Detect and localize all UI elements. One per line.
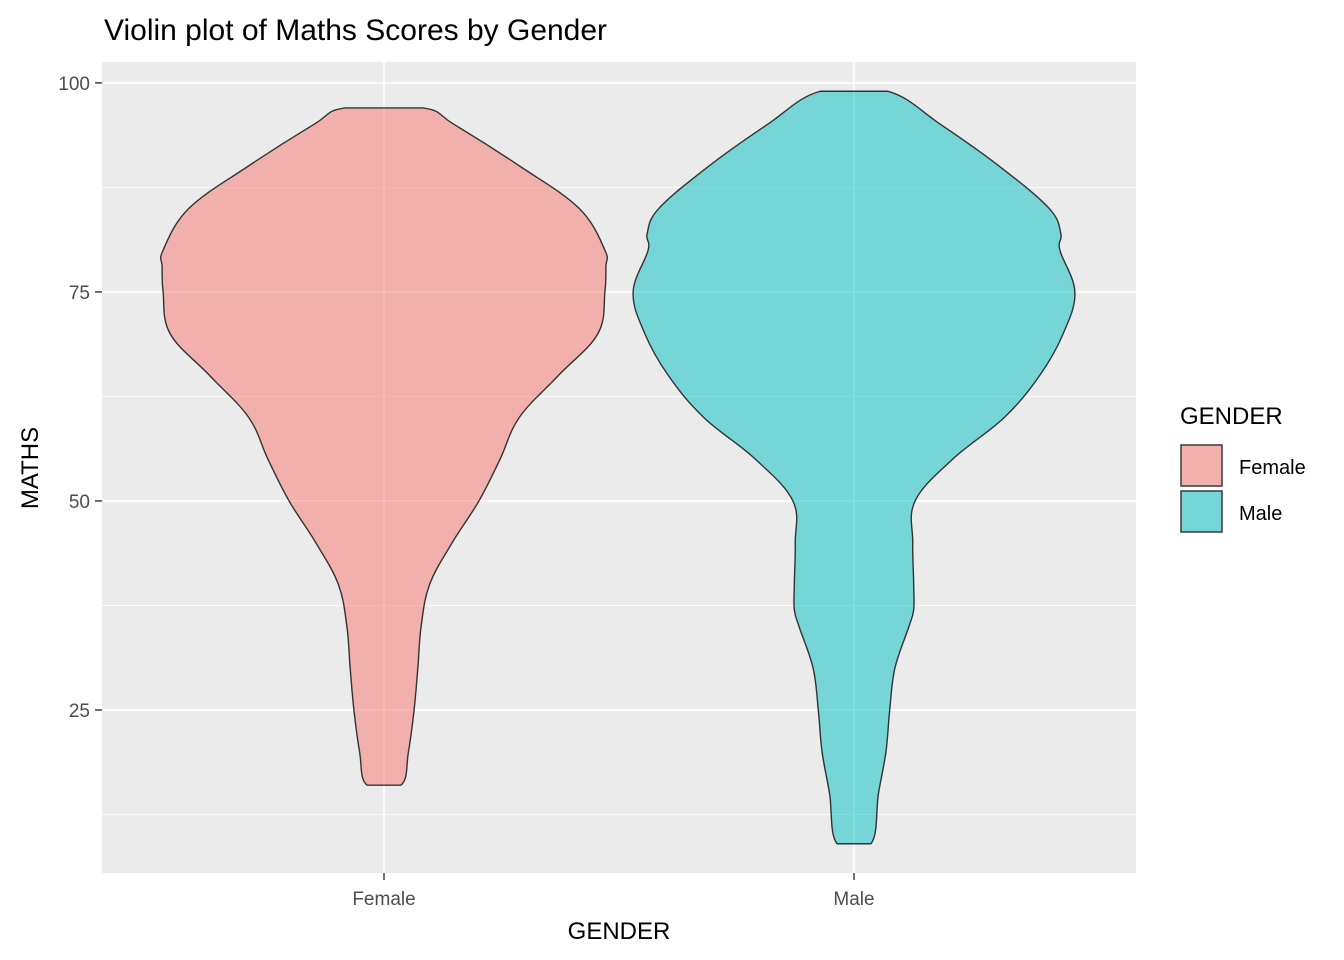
y-axis-title: MATHS [17, 427, 44, 509]
y-tick-label: 50 [69, 492, 90, 513]
violin-female [159, 107, 609, 786]
x-tick-label: Female [352, 889, 415, 910]
legend-label-female: Female [1239, 457, 1306, 479]
plot-panel [102, 62, 1136, 873]
chart-title: Violin plot of Maths Scores by Gender [104, 14, 607, 47]
x-axis: Female Male [352, 873, 875, 910]
legend-items: Female Male [1180, 444, 1306, 533]
y-tick-label: 25 [69, 701, 90, 722]
legend-swatch-male [1180, 490, 1223, 533]
legend-title: GENDER [1180, 403, 1283, 430]
y-tick-label: 100 [58, 74, 90, 95]
y-axis: 25 50 75 100 [58, 74, 102, 722]
x-axis-title: GENDER [568, 918, 671, 945]
x-tick-label: Male [833, 889, 874, 910]
legend-swatch-female [1180, 444, 1223, 487]
violin-male [632, 90, 1076, 845]
y-tick-label: 75 [69, 283, 90, 304]
legend: GENDER Female Male [1180, 403, 1306, 533]
violins [159, 90, 1076, 845]
legend-label-male: Male [1239, 503, 1282, 525]
